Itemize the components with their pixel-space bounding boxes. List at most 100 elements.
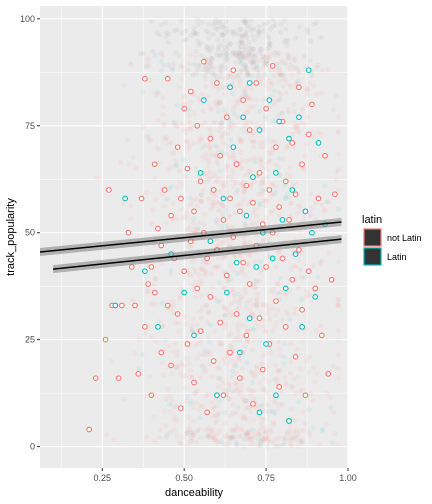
cloud-point: [130, 297, 136, 303]
cloud-point: [275, 280, 281, 286]
cloud-point: [335, 151, 341, 157]
cloud-point: [267, 103, 273, 109]
cloud-point: [244, 95, 250, 102]
cloud-point: [249, 380, 255, 386]
cloud-point: [181, 70, 187, 76]
cloud-point: [156, 319, 162, 325]
cloud-point: [287, 194, 293, 200]
cloud-point: [299, 438, 305, 445]
cloud-point: [156, 434, 162, 440]
cloud-point: [205, 21, 212, 27]
point-latin-44: [315, 140, 322, 146]
point-not-latin-113: [318, 332, 325, 339]
cloud-point: [283, 380, 289, 386]
y-tick-label-3: 75: [25, 121, 35, 131]
cloud-point: [171, 150, 177, 156]
cloud-point: [187, 427, 193, 433]
cloud-point: [203, 151, 209, 157]
cloud-point: [261, 387, 267, 393]
cloud-point: [249, 96, 255, 102]
cloud-point: [197, 351, 203, 357]
cloud-point: [283, 309, 289, 315]
cloud-point: [217, 427, 223, 433]
cloud-point: [264, 52, 270, 58]
cloud-point: [250, 53, 256, 59]
cloud-point: [318, 35, 324, 41]
cloud-point: [165, 167, 171, 173]
cloud-point: [196, 139, 202, 145]
cloud-point: [152, 301, 158, 307]
cloud-point: [265, 54, 271, 61]
cloud-point: [212, 295, 218, 301]
cloud-point: [250, 325, 256, 331]
cloud-point: [233, 439, 239, 445]
cloud-point: [307, 432, 313, 438]
cloud-point: [217, 188, 223, 195]
cloud-point: [165, 31, 171, 37]
cloud-point: [160, 95, 166, 101]
cloud-point: [176, 53, 182, 59]
cloud-point: [94, 175, 101, 181]
point-not-latin-16: [148, 392, 155, 399]
cloud-point: [229, 388, 235, 395]
cloud-point: [163, 20, 169, 26]
cloud-point: [335, 129, 341, 135]
cloud-point: [270, 409, 276, 415]
cloud-point: [146, 138, 152, 144]
cloud-point: [238, 138, 244, 144]
cloud-point: [185, 393, 191, 399]
cloud-point: [251, 417, 257, 423]
cloud-point: [167, 394, 173, 400]
point-not-latin-11: [138, 195, 145, 202]
cloud-point: [263, 116, 269, 122]
cloud-point: [332, 431, 338, 437]
cloud-point: [155, 117, 161, 123]
cloud-point: [255, 432, 261, 438]
cloud-point: [191, 92, 197, 98]
cloud-point: [242, 62, 248, 68]
cloud-point: [285, 42, 291, 48]
cloud-point: [207, 151, 213, 157]
cloud-point: [241, 188, 247, 195]
cloud-point: [245, 433, 251, 439]
cloud-point: [304, 289, 310, 295]
point-latin-1: [122, 195, 129, 202]
cloud-point: [160, 122, 166, 128]
point-not-latin-109: [305, 268, 312, 275]
cloud-point: [216, 375, 222, 382]
cloud-point: [245, 428, 251, 434]
cloud-point: [264, 161, 270, 167]
cloud-point: [255, 33, 262, 39]
point-latin-17: [240, 114, 246, 121]
cloud-point: [281, 17, 287, 23]
cloud-point: [278, 21, 284, 27]
cloud-point: [235, 31, 241, 37]
cloud-point: [232, 298, 238, 304]
cloud-point: [207, 141, 213, 147]
cloud-point: [188, 99, 194, 106]
cloud-point: [163, 396, 169, 402]
cloud-point: [247, 297, 253, 303]
cloud-point: [262, 429, 268, 436]
cloud-point: [221, 356, 227, 363]
cloud-point: [212, 199, 218, 205]
cloud-point: [269, 328, 275, 334]
point-not-latin-98: [289, 140, 296, 146]
cloud-point: [210, 84, 216, 90]
cloud-point: [258, 50, 264, 56]
cloud-point: [258, 46, 264, 52]
cloud-point: [171, 61, 177, 67]
cloud-point: [277, 346, 283, 352]
point-not-latin-64: [233, 161, 240, 168]
cloud-point: [258, 180, 265, 186]
cloud-point: [288, 442, 294, 448]
cloud-point: [221, 254, 227, 260]
point-latin-39: [299, 323, 305, 330]
cloud-point: [262, 55, 269, 61]
cloud-point: [224, 353, 230, 359]
cloud-point: [197, 308, 203, 315]
cloud-point: [207, 105, 213, 111]
cloud-point: [295, 399, 301, 405]
point-not-latin-42: [197, 178, 204, 185]
cloud-point: [173, 162, 179, 168]
